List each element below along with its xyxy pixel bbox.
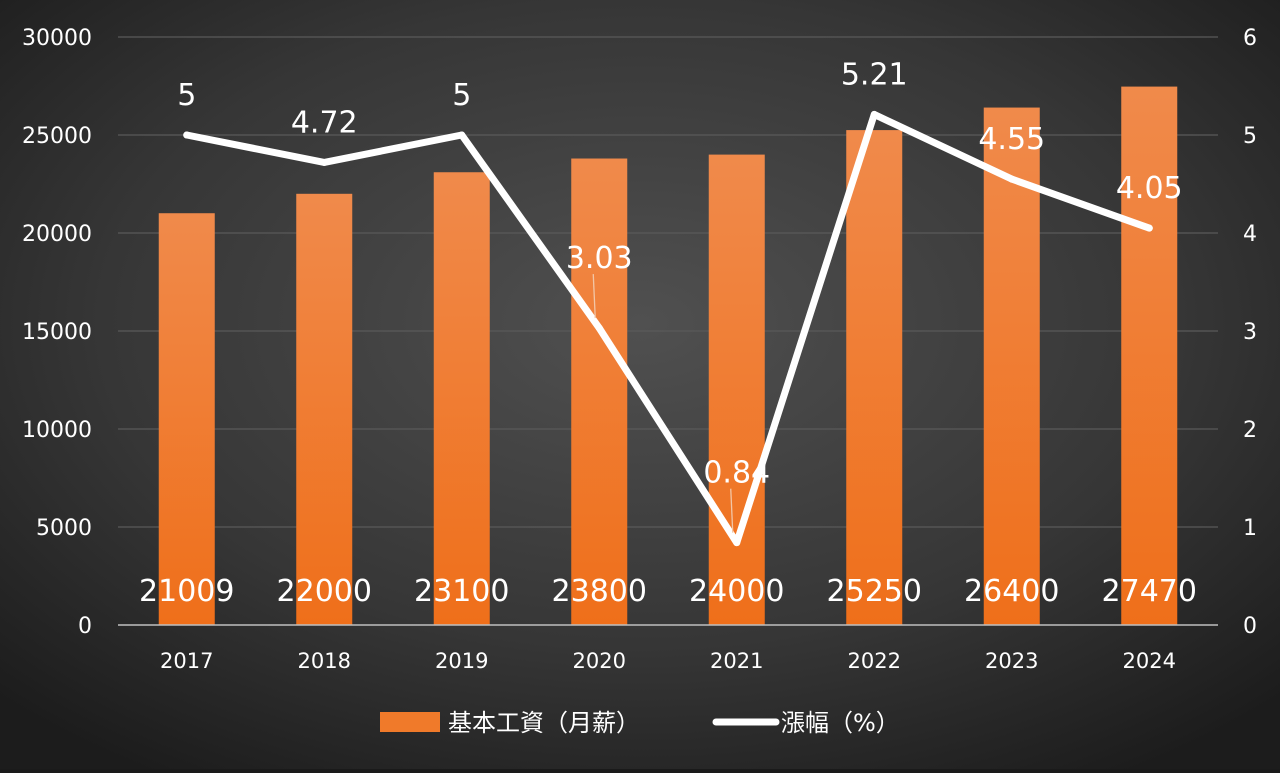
line-data-label: 4.72 xyxy=(291,105,358,140)
line-point xyxy=(1145,224,1153,232)
y-left-tick-label: 25000 xyxy=(22,124,92,149)
bar xyxy=(1121,86,1178,625)
bar xyxy=(433,172,490,626)
line-point xyxy=(870,110,878,118)
y-right-tick-label: 0 xyxy=(1243,614,1257,639)
y-right-tick-label: 5 xyxy=(1243,124,1257,149)
line-data-label: 5.21 xyxy=(841,57,908,92)
line-data-label: 3.03 xyxy=(566,241,633,276)
line-point xyxy=(595,324,603,332)
bar xyxy=(571,158,628,625)
bar-data-label: 26400 xyxy=(964,574,1059,609)
line-data-label: 4.05 xyxy=(1116,171,1183,206)
axes: 0 5000 10000 15000 20000 25000 30000 0 1 2 3 4 5 6 201… xyxy=(22,26,1257,673)
bar-data-label: 23800 xyxy=(552,574,647,609)
line-point xyxy=(320,158,328,166)
y-right-tick-label: 1 xyxy=(1243,516,1257,541)
bar xyxy=(296,193,353,626)
x-tick-label: 2020 xyxy=(573,649,626,673)
x-tick-label: 2023 xyxy=(985,649,1038,673)
y-right-tick-label: 4 xyxy=(1243,222,1257,247)
legend: 基本工資（月薪） 漲幅（%） xyxy=(380,709,900,737)
bar-data-label: 22000 xyxy=(277,574,372,609)
bar-data-label: 21009 xyxy=(139,574,234,609)
line-data-label: 4.55 xyxy=(978,122,1045,157)
y-left-tick-label: 20000 xyxy=(22,222,92,247)
line-data-label: 5 xyxy=(177,78,196,113)
bar xyxy=(983,107,1040,625)
line-data-label: 0.84 xyxy=(703,456,770,491)
y-left-tick-label: 30000 xyxy=(22,26,92,51)
x-tick-label: 2024 xyxy=(1123,649,1176,673)
y-right-tick-label: 3 xyxy=(1243,320,1257,345)
data-labels: 21009 22000 23100 23800 24000 25250 26400 27470… xyxy=(139,57,1197,609)
x-tick-label: 2017 xyxy=(160,649,213,673)
bar-data-label: 25250 xyxy=(827,574,922,609)
x-tick-label: 2021 xyxy=(710,649,763,673)
bar-data-label: 23100 xyxy=(414,574,509,609)
line-point xyxy=(458,131,466,139)
line-data-label: 5 xyxy=(452,78,471,113)
x-tick-label: 2018 xyxy=(298,649,351,673)
bar xyxy=(708,154,765,625)
line-point xyxy=(1008,175,1016,183)
y-left-tick-label: 10000 xyxy=(22,418,92,443)
line-series xyxy=(183,110,1153,547)
bar-data-label: 24000 xyxy=(689,574,784,609)
y-left-tick-label: 5000 xyxy=(36,516,92,541)
y-right-tick-label: 2 xyxy=(1243,418,1257,443)
line-point xyxy=(183,131,191,139)
y-right-tick-label: 6 xyxy=(1243,26,1257,51)
leader-line xyxy=(730,488,734,533)
legend-swatch-bar xyxy=(380,712,440,732)
x-tick-label: 2022 xyxy=(848,649,901,673)
legend-label-line: 漲幅（%） xyxy=(781,709,900,737)
bar xyxy=(158,213,215,625)
line-point xyxy=(733,539,741,547)
bar xyxy=(846,130,903,625)
leader-line xyxy=(592,274,596,319)
x-tick-label: 2019 xyxy=(435,649,488,673)
legend-label-bar: 基本工資（月薪） xyxy=(448,709,640,737)
y-left-tick-label: 0 xyxy=(78,614,92,639)
bar-data-label: 27470 xyxy=(1102,574,1197,609)
line-path xyxy=(183,110,1153,547)
bars xyxy=(158,86,1178,626)
y-left-tick-label: 15000 xyxy=(22,320,92,345)
